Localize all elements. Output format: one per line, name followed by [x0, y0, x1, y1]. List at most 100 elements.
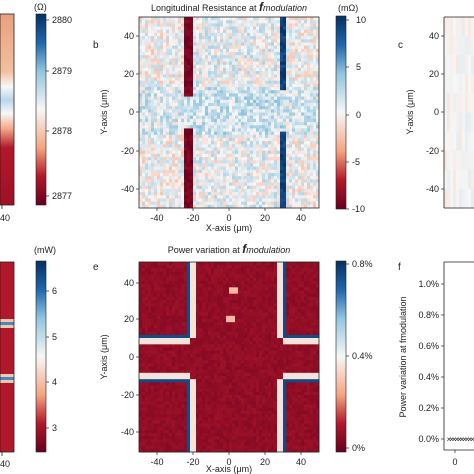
- panel-f-y-tick: 0.2%: [418, 403, 439, 413]
- panel-d-cb-tick: 3: [52, 423, 57, 433]
- panel-a-heatmap: [0, 14, 14, 205]
- panel-e-y-tick: -40: [121, 427, 134, 437]
- scatter-point: ×: [452, 435, 457, 444]
- panel-e-x-tick: 0: [226, 457, 231, 467]
- panel-b-x-tick: -20: [186, 213, 199, 223]
- panel-b-cb-tick: -10: [352, 204, 365, 214]
- panel-e: e Power variation at fmodulation -40 -20…: [93, 242, 373, 474]
- panel-d-heatmap: [0, 262, 14, 452]
- panel-a-colorbar-unit: (Ω): [34, 2, 47, 12]
- panel-c-y-tick: -40: [426, 184, 439, 194]
- panel-e-letter: e: [93, 262, 99, 273]
- panel-c-heatmap: [444, 17, 474, 209]
- panel-e-x-tick: 40: [296, 457, 306, 467]
- panel-d-x-tick: 40: [0, 459, 10, 469]
- panel-d-colorbar: [35, 260, 47, 453]
- panel-b-y-tick: -20: [121, 146, 134, 156]
- scatter-point: ×: [470, 435, 474, 444]
- panel-e-colorbar: [335, 260, 347, 453]
- panel-c: c 40 20 0 -20 -40 Y-axis (μm): [398, 16, 474, 209]
- panel-b-x-tick: 20: [260, 213, 270, 223]
- panel-a-cb-tick: 2879: [52, 66, 72, 76]
- panel-d: 40 (mW) 6 5 4 3: [0, 245, 57, 469]
- panel-b-x-tick: 0: [226, 213, 231, 223]
- panel-e-cb-tick: 0.8%: [352, 259, 373, 269]
- panel-b-y-tick: 0: [129, 107, 134, 117]
- panel-b-colorbar-unit: (mΩ): [338, 3, 358, 13]
- panel-e-heatmap: [139, 262, 320, 453]
- panel-e-cb-tick: 0%: [352, 443, 365, 453]
- panel-e-x-ticks: -40 -20 0 20 40: [150, 452, 306, 467]
- panel-c-y-tick: 0: [434, 107, 439, 117]
- panel-e-y-tick: 0: [129, 352, 134, 362]
- panel-a-cb-tick: 2878: [52, 126, 72, 136]
- panel-e-x-tick: 20: [260, 457, 270, 467]
- panel-c-ylabel: Y-axis (μm): [405, 89, 415, 134]
- panel-b-ylabel: Y-axis (μm): [99, 89, 109, 134]
- panel-e-ylabel: Y-axis (μm): [99, 334, 109, 379]
- panel-b-letter: b: [93, 40, 99, 51]
- panel-b-x-tick: -40: [150, 213, 163, 223]
- panel-a-x-tick: 40: [0, 213, 10, 223]
- panel-f-y-tick: 0.4%: [418, 372, 439, 382]
- scatter-point: ×: [447, 435, 452, 444]
- panel-b-xlabel: X-axis (μm): [206, 223, 252, 233]
- panel-f-ylabel: Power variation at fmodulation: [398, 296, 408, 417]
- scatter-point: ×: [457, 435, 462, 444]
- panel-e-x-tick: -20: [186, 457, 199, 467]
- panel-d-cb-tick: 4: [52, 377, 57, 387]
- panel-b-cb-tick: 10: [356, 15, 366, 25]
- panel-c-y-tick: 40: [429, 31, 439, 41]
- panel-c-letter: c: [398, 40, 403, 51]
- panel-b-y-tick: -40: [121, 184, 134, 194]
- panel-b-x-tick: 40: [296, 213, 306, 223]
- panel-a-colorbar-ticks: 2880 2879 2878 2877: [46, 15, 72, 201]
- panel-f-y-ticks: 1.0% 0.8% 0.6% 0.4% 0.2% 0.0%: [418, 279, 444, 444]
- panel-f-scatter: ××××××××××: [447, 435, 474, 444]
- panel-b-heatmap: [139, 17, 320, 209]
- panel-b-y-tick: 20: [124, 69, 134, 79]
- panel-d-cb-tick: 5: [52, 332, 57, 342]
- panel-b-x-ticks: -40 -20 0 20 40: [150, 208, 306, 223]
- panel-d-colorbar-ticks: 6 5 4 3: [46, 286, 57, 433]
- panel-f-y-tick: 0.6%: [418, 341, 439, 351]
- panel-e-y-tick: -20: [121, 390, 134, 400]
- panel-c-y-tick: 20: [429, 69, 439, 79]
- panel-b-title: Longitudinal Resistance at fmodulation: [151, 0, 307, 14]
- panel-b: b Longitudinal Resistance at fmodulation…: [93, 0, 366, 233]
- scatter-point: ×: [465, 435, 470, 444]
- panel-f-y-tick: 1.0%: [418, 279, 439, 289]
- panel-c-y-tick: -20: [426, 146, 439, 156]
- panel-a-cb-tick: 2877: [52, 191, 72, 201]
- panel-b-y-tick: 40: [124, 31, 134, 41]
- panel-e-colorbar-ticks: 0.8% 0.4% 0%: [346, 259, 373, 453]
- scatter-point: ×: [449, 435, 454, 444]
- panel-e-y-ticks: 40 20 0 -20 -40: [121, 278, 139, 437]
- panel-f-y-tick: 0.8%: [418, 310, 439, 320]
- panel-d-cb-tick: 6: [52, 286, 57, 296]
- panel-a-colorbar: [35, 13, 47, 206]
- panel-b-colorbar-ticks: 10 5 0 -5 -10: [346, 15, 366, 214]
- scatter-point: ×: [454, 435, 459, 444]
- panel-e-title: Power variation at fmodulation: [168, 242, 291, 256]
- panel-f-letter: f: [398, 262, 401, 273]
- panel-b-cb-tick: 0: [356, 110, 361, 120]
- panel-b-cb-tick: 5: [356, 62, 361, 72]
- panel-b-colorbar: [335, 15, 347, 210]
- panel-a-cb-tick: 2880: [52, 15, 72, 25]
- panel-e-y-tick: 40: [124, 278, 134, 288]
- panel-e-x-tick: -40: [150, 457, 163, 467]
- panel-e-y-tick: 20: [124, 314, 134, 324]
- scatter-point: ×: [462, 435, 467, 444]
- panel-b-y-ticks: 40 20 0 -20 -40: [121, 31, 139, 194]
- panel-a: 40 (Ω) 2880 2879 2878 2877: [0, 2, 72, 223]
- panel-f-y-tick: 0.0%: [418, 434, 439, 444]
- panel-f-x-tick: 0: [452, 457, 457, 467]
- panel-e-xlabel: X-axis (μm): [206, 464, 252, 474]
- panel-f: f 1.0% 0.8% 0.6% 0.4% 0.2% 0.0% Power va…: [398, 261, 474, 467]
- panel-b-cb-tick: -5: [352, 157, 360, 167]
- panel-d-colorbar-unit: (mW): [34, 245, 56, 255]
- scatter-point: ×: [467, 435, 472, 444]
- panel-e-cb-tick: 0.4%: [352, 351, 373, 361]
